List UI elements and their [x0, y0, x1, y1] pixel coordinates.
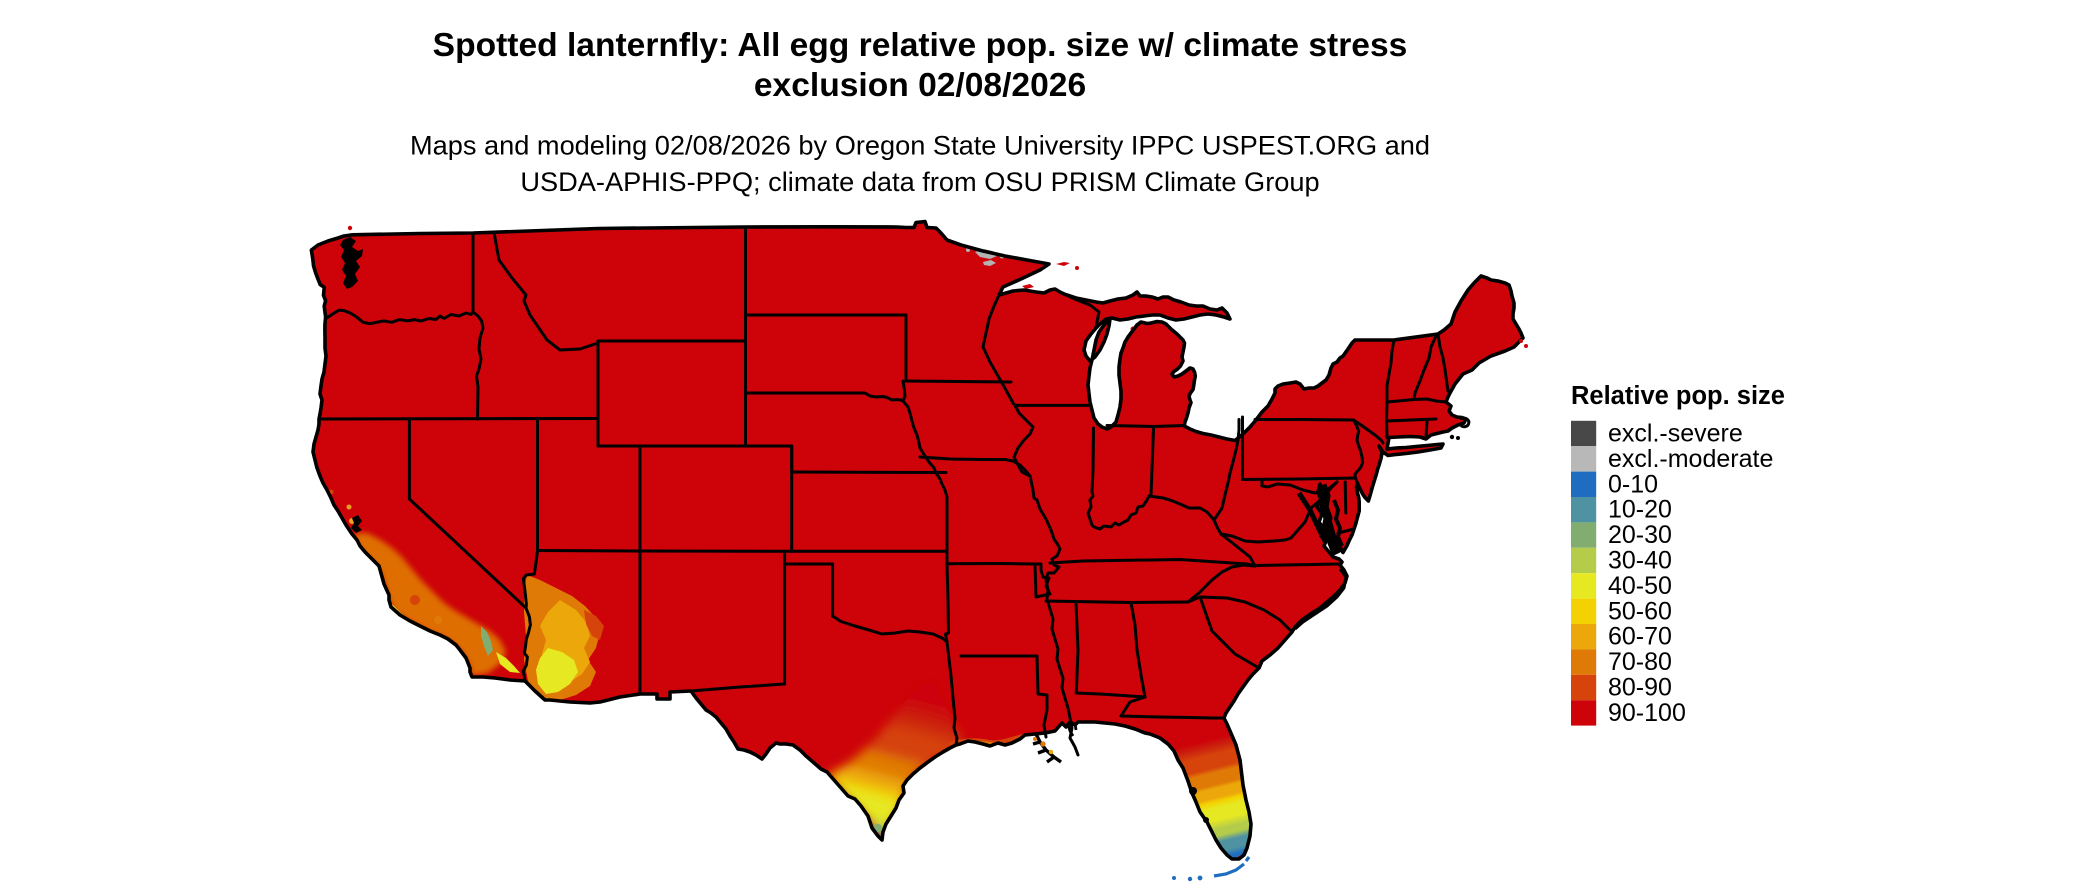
svg-text:Maps and modeling 02/08/2026 b: Maps and modeling 02/08/2026 by Oregon S…	[410, 130, 1430, 161]
svg-text:10-20: 10-20	[1608, 496, 1672, 524]
svg-text:20-30: 20-30	[1608, 521, 1672, 549]
svg-text:USDA-APHIS-PPQ; climate data f: USDA-APHIS-PPQ; climate data from OSU PR…	[520, 166, 1319, 197]
svg-text:0-10: 0-10	[1608, 470, 1658, 498]
svg-text:50-60: 50-60	[1608, 597, 1672, 625]
svg-text:70-80: 70-80	[1608, 648, 1672, 676]
svg-text:excl.-moderate: excl.-moderate	[1608, 445, 1773, 473]
svg-text:80-90: 80-90	[1608, 674, 1672, 702]
svg-text:40-50: 40-50	[1608, 572, 1672, 600]
svg-text:excl.-severe: excl.-severe	[1608, 420, 1743, 448]
svg-text:30-40: 30-40	[1608, 547, 1672, 575]
svg-text:90-100: 90-100	[1608, 699, 1686, 727]
svg-text:exclusion 02/08/2026: exclusion 02/08/2026	[754, 67, 1086, 104]
svg-text:Relative pop. size: Relative pop. size	[1571, 382, 1785, 410]
svg-text:Spotted lanternfly: All egg re: Spotted lanternfly: All egg relative pop…	[433, 27, 1408, 64]
svg-text:60-70: 60-70	[1608, 623, 1672, 651]
